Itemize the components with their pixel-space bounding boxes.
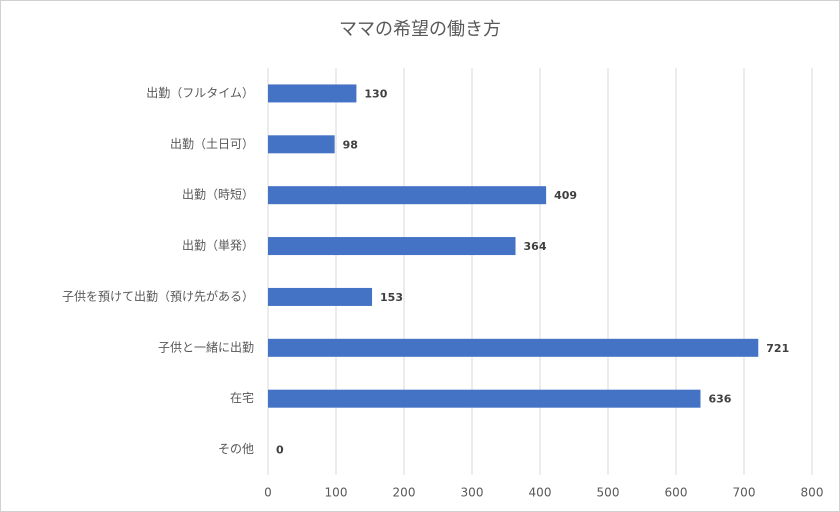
bar (268, 135, 335, 154)
y-tick-label: その他 (218, 442, 254, 456)
x-tick-label: 600 (665, 486, 688, 500)
y-tick-label: 子供と一緒に出勤 (158, 339, 254, 354)
bar (268, 389, 701, 408)
data-label: 0 (276, 444, 284, 457)
x-tick-label: 700 (733, 486, 756, 500)
data-label: 409 (554, 189, 577, 202)
x-tick-label: 200 (393, 486, 416, 500)
x-tick-label: 300 (461, 486, 484, 500)
bar (268, 338, 759, 357)
x-tick-label: 400 (529, 486, 552, 500)
data-label: 153 (380, 291, 403, 304)
y-tick-label: 子供を預けて出勤（預け先がある） (62, 288, 254, 303)
y-tick-label: 出勤（土日可） (170, 137, 254, 151)
y-tick-label: 出勤（単発） (182, 239, 254, 253)
y-tick-label: 在宅 (230, 390, 254, 405)
chart-title: ママの希望の働き方 (339, 19, 501, 40)
y-tick-label: 出勤（フルタイム） (146, 86, 254, 100)
x-tick-label: 0 (264, 486, 272, 500)
data-label: 636 (708, 393, 731, 406)
x-tick-label: 800 (801, 486, 824, 500)
x-tick-label: 500 (597, 486, 620, 500)
bar (268, 84, 357, 103)
bar (268, 186, 547, 205)
bar (268, 287, 373, 306)
y-tick-label: 出勤（時短） (182, 188, 254, 202)
data-label: 130 (364, 87, 387, 100)
bar (268, 237, 516, 256)
x-tick-label: 100 (325, 486, 348, 500)
data-label: 721 (766, 342, 789, 355)
data-label: 364 (524, 240, 547, 253)
data-label: 98 (343, 138, 358, 151)
